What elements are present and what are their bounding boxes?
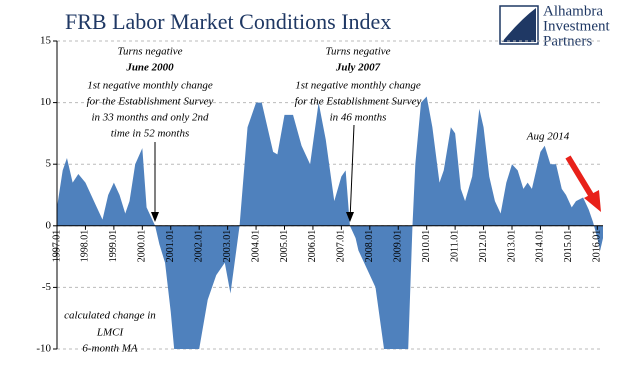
annotation: for the Establishment Survey [295, 96, 422, 108]
x-tick-label: 2016.01 [592, 230, 603, 262]
annotation: July 2007 [335, 62, 381, 74]
x-tick-label: 1999.01 [108, 230, 119, 262]
y-tick-label: 5 [46, 158, 52, 170]
logo-text: Investment [543, 18, 610, 34]
annotation: LMCI [96, 327, 125, 339]
x-tick-label: 2002.01 [193, 230, 204, 262]
y-tick-label: -10 [36, 343, 51, 355]
logo-text: Alhambra [543, 3, 603, 19]
plot-area [57, 96, 603, 349]
annotation-arrows [151, 124, 601, 222]
x-tick-label: 2013.01 [506, 230, 517, 262]
axes: -10 -5 0 5 10 15 1997.01 1998.01 1999.01 2000.01 2… [36, 35, 603, 355]
x-tick-label: 1998.01 [80, 230, 91, 262]
x-tick-label: 2014.01 [535, 230, 546, 262]
annotation: 1st negative monthly change [295, 80, 421, 92]
logo-icon [502, 8, 536, 42]
x-tick-label: 2011.01 [449, 230, 460, 262]
y-tick-label: 0 [46, 219, 52, 231]
x-tick-label: 2012.01 [478, 230, 489, 262]
annotation: June 2000 [125, 62, 174, 74]
arrow-head [151, 212, 159, 222]
annotation: for the Establishment Survey [87, 96, 214, 108]
annotations: Turns negative June 2000 1st negative mont… [64, 46, 570, 355]
annotation: time in 52 months [111, 128, 190, 140]
annotation: in 46 months [330, 112, 387, 124]
annotation: Aug 2014 [526, 131, 570, 143]
annotation-arrow [349, 124, 355, 221]
y-tick-label: 15 [40, 35, 52, 47]
x-tick-label: 2010.01 [421, 230, 432, 262]
logo: Alhambra Investment Partners [499, 3, 610, 49]
x-tick-label: 2001.01 [165, 230, 176, 262]
area [57, 96, 603, 349]
x-tick-label: 2006.01 [307, 230, 318, 262]
x-tick-label: 2004.01 [250, 230, 261, 262]
annotation: 1st negative monthly change [87, 80, 213, 92]
x-tick-label: 1997.01 [51, 230, 62, 262]
highlight-arrow [565, 155, 597, 202]
arrow-head [584, 190, 601, 212]
x-tick-label: 2000.01 [137, 230, 148, 262]
chart-title: FRB Labor Market Conditions Index [65, 9, 391, 34]
annotation: Turns negative [325, 46, 390, 58]
x-tick-label: 2015.01 [563, 230, 574, 262]
y-tick-label: -5 [42, 281, 52, 293]
arrow-head [346, 212, 354, 222]
annotation: calculated change in [64, 310, 156, 322]
x-tick-label: 2009.01 [393, 230, 404, 262]
annotation: Turns negative [117, 46, 182, 58]
x-tick-label: 2003.01 [222, 230, 233, 262]
annotation: in 33 months and only 2nd [91, 112, 209, 124]
x-tick-label: 2005.01 [279, 230, 290, 262]
x-tick-label: 2007.01 [336, 230, 347, 262]
annotation: 6-month MA [82, 343, 138, 355]
x-tick-label: 2008.01 [364, 230, 375, 262]
y-tick-label: 10 [40, 96, 52, 108]
